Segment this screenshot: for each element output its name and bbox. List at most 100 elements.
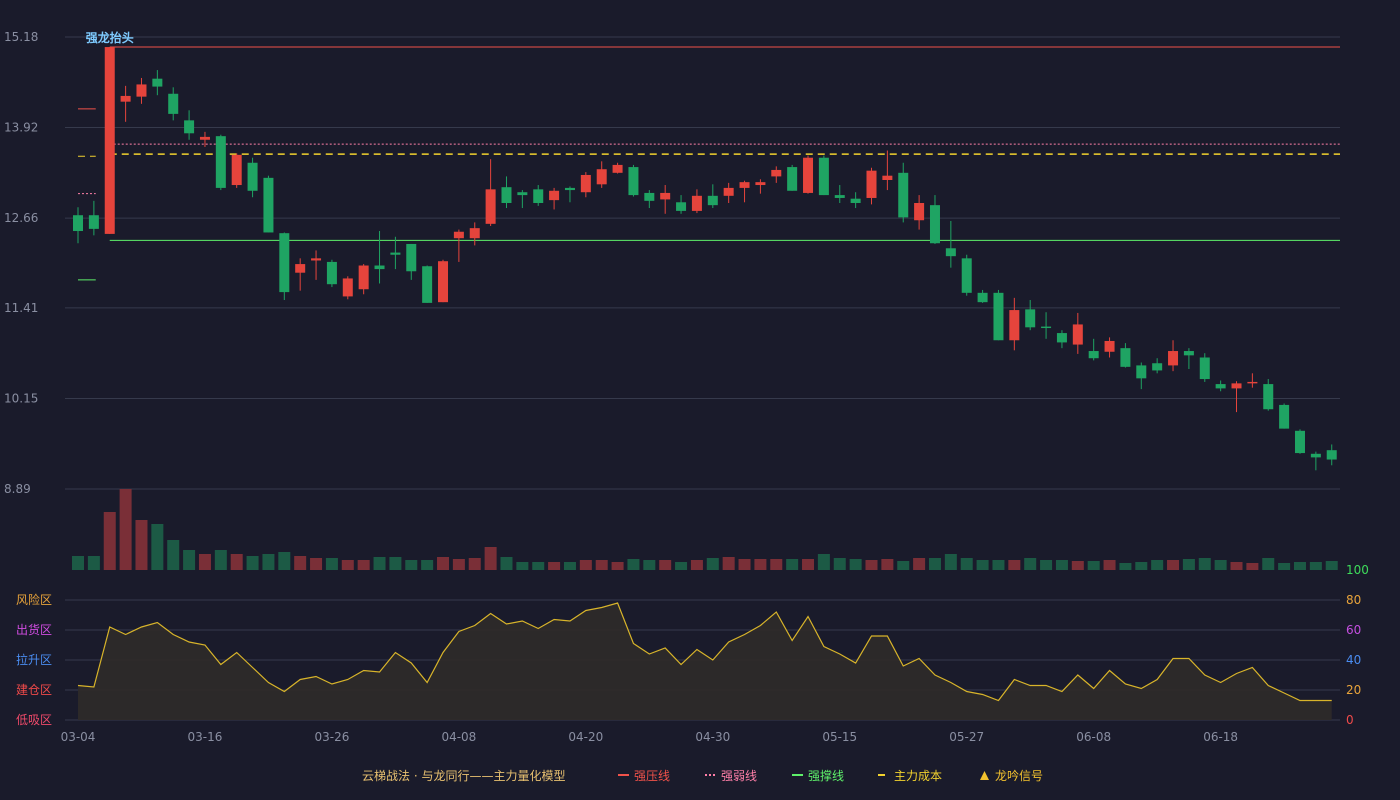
- volume-bar: [722, 557, 735, 570]
- candle-body: [311, 258, 322, 261]
- y2-tick-label: 40: [1346, 653, 1361, 667]
- volume-bar: [881, 559, 894, 570]
- volume-bar: [1293, 562, 1306, 570]
- candle-body: [390, 252, 401, 255]
- candle-body: [1326, 450, 1337, 460]
- candle-body: [723, 187, 734, 196]
- volume-bar: [913, 558, 926, 570]
- candle-body: [803, 157, 814, 193]
- candle-body: [564, 187, 575, 191]
- volume-bar: [770, 559, 783, 570]
- candle-body: [707, 195, 718, 206]
- volume-bar: [579, 560, 592, 570]
- volume-bar: [468, 558, 481, 570]
- x-tick-label: 04-20: [568, 730, 603, 744]
- x-tick-label: 06-18: [1203, 730, 1238, 744]
- candle-body: [1104, 340, 1115, 352]
- volume-bar: [1151, 560, 1164, 570]
- candle-body: [898, 172, 909, 218]
- x-tick-label: 03-04: [61, 730, 96, 744]
- volume-bar: [1182, 559, 1195, 570]
- candle-body: [596, 169, 607, 185]
- volume-bar: [1103, 560, 1116, 570]
- candle-body: [517, 192, 528, 196]
- volume-bar: [1167, 560, 1180, 570]
- volume-bar: [103, 512, 116, 570]
- volume-bar: [167, 540, 180, 570]
- y-tick-label: 8.89: [4, 482, 31, 496]
- candle-body: [1168, 351, 1179, 366]
- candle-body: [136, 84, 147, 97]
- volume-bar: [341, 560, 354, 570]
- y2-tick-label: 20: [1346, 683, 1361, 697]
- candle-body: [1231, 383, 1242, 389]
- volume-bar: [659, 560, 672, 570]
- candle-body: [993, 292, 1004, 341]
- volume-bar: [675, 562, 688, 570]
- volume-bar: [246, 556, 259, 570]
- candle-body: [676, 202, 687, 211]
- volume-bar: [833, 558, 846, 570]
- candle-body: [342, 278, 353, 297]
- volume-bar: [849, 559, 862, 570]
- candle-body: [1247, 381, 1258, 384]
- y2-tick-label: 80: [1346, 593, 1361, 607]
- volume-bar: [928, 558, 941, 570]
- candle-body: [1279, 404, 1290, 429]
- volume-bar: [437, 557, 450, 570]
- candle-body: [374, 265, 385, 270]
- zone-label: 出货区: [16, 622, 52, 637]
- volume-bar: [643, 560, 656, 570]
- x-tick-label: 05-27: [949, 730, 984, 744]
- y-tick-label: 11.41: [4, 301, 38, 315]
- candle-body: [1041, 326, 1052, 329]
- candle-body: [771, 169, 782, 177]
- x-tick-label: 03-16: [188, 730, 223, 744]
- volume-bar: [421, 560, 434, 570]
- x-tick-label: 05-15: [822, 730, 857, 744]
- candle-body: [977, 292, 988, 303]
- candle-body: [422, 266, 433, 303]
- candle-body: [104, 47, 115, 234]
- candle-body: [866, 170, 877, 198]
- x-tick-label: 03-26: [314, 730, 349, 744]
- candle-body: [501, 187, 512, 203]
- candle-body: [755, 182, 766, 186]
- volume-bar: [992, 560, 1005, 570]
- volume-bar: [119, 489, 132, 570]
- volume-bar: [627, 559, 640, 570]
- candle-body: [326, 261, 337, 285]
- volume-bar: [865, 560, 878, 570]
- volume-bar: [595, 560, 608, 570]
- volume-bar: [960, 558, 973, 570]
- candle-body: [929, 205, 940, 244]
- candle-body: [1056, 333, 1067, 343]
- volume-bar: [278, 552, 291, 570]
- volume-bar: [1278, 563, 1291, 570]
- candle-body: [533, 189, 544, 203]
- volume-bar: [87, 556, 100, 570]
- candle-body: [549, 190, 560, 201]
- candle-body: [1199, 357, 1210, 380]
- candle-body: [358, 265, 369, 290]
- volume-bar: [373, 557, 386, 570]
- candle-body: [152, 78, 163, 87]
- legend-label: 强弱线: [721, 769, 757, 783]
- volume-bar: [1040, 560, 1053, 570]
- volume-bar: [230, 554, 243, 570]
- legend-label: 龙吟信号: [995, 768, 1043, 783]
- y2-tick-label: 100: [1346, 563, 1369, 577]
- legend-label: 强撑线: [808, 768, 844, 783]
- candle-body: [1072, 324, 1083, 345]
- volume-bar: [802, 559, 815, 570]
- candle-body: [168, 93, 179, 114]
- volume-bar: [151, 524, 164, 570]
- candle-body: [1136, 365, 1147, 379]
- zone-label: 风险区: [16, 592, 52, 607]
- volume-bar: [706, 558, 719, 570]
- volume-bar: [1055, 560, 1068, 570]
- zone-label: 拉升区: [16, 652, 52, 667]
- volume-bar: [262, 554, 275, 570]
- volume-bar: [389, 557, 402, 570]
